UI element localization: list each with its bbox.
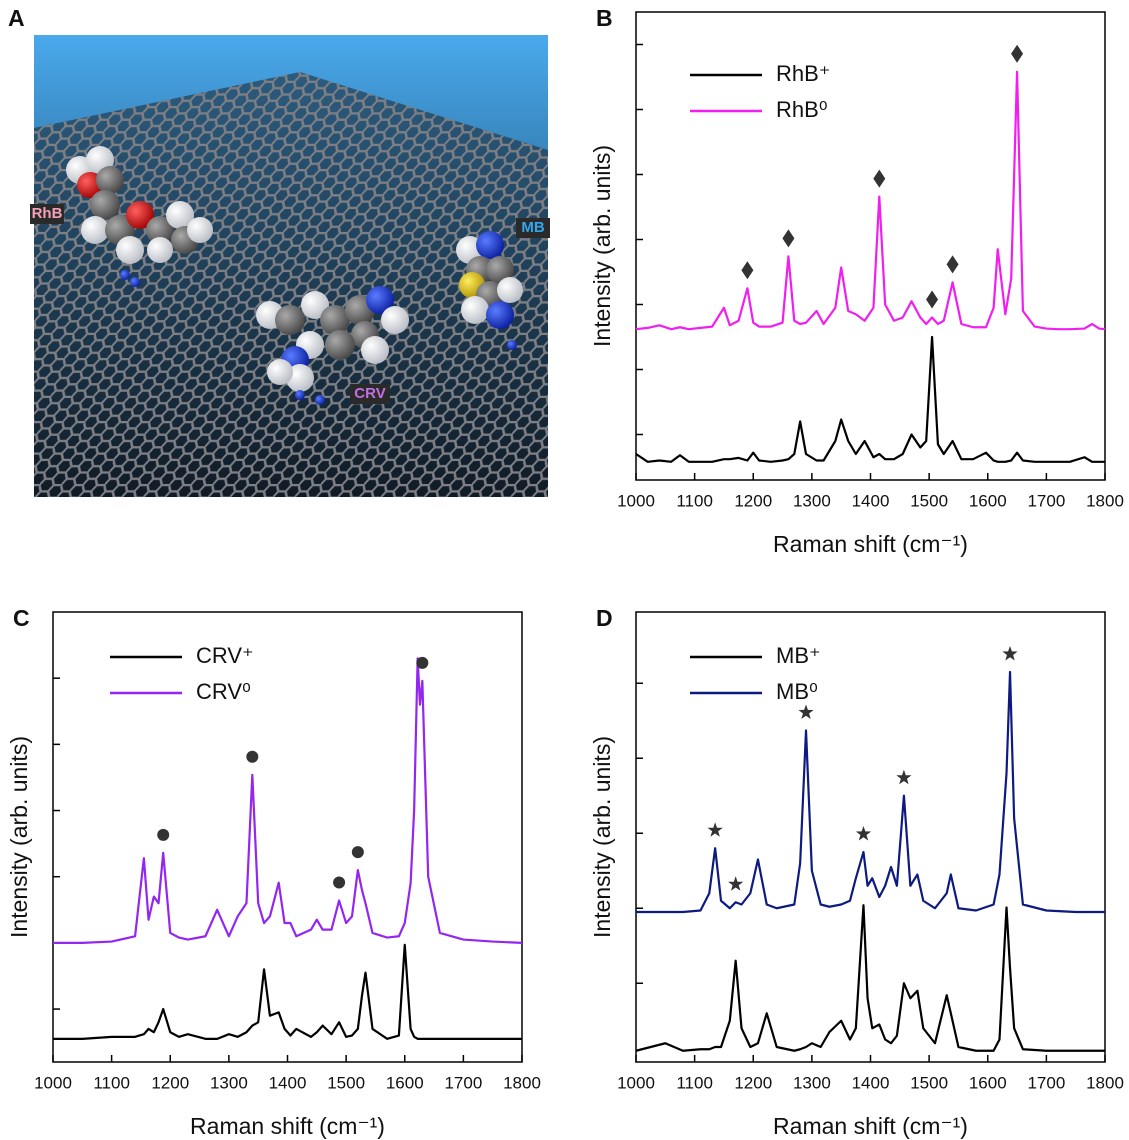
peak-marker [416,657,428,669]
atom [267,359,293,385]
peak-marker [708,822,723,836]
peak-marker [333,877,345,889]
atom [295,390,305,400]
x-tick-label: 1000 [617,1073,655,1092]
x-tick-label: 1400 [852,1073,890,1092]
peak-marker [782,229,794,247]
x-tick-label: 1500 [910,491,948,510]
atom [361,336,389,364]
x-tick-label: 1200 [151,1073,189,1092]
legend-label: MB⁰ [776,679,818,704]
chart-panel: B 1000 1100 1200 1300 1400 1500 1600 1700 1800 Ram… [589,5,1124,557]
panel-letter: B [596,5,613,31]
atom [325,330,355,360]
atom [315,395,325,405]
x-tick-label: 1300 [793,491,831,510]
molecule-label: MB [521,219,544,236]
x-tick-label: 1800 [503,1073,541,1092]
atom [90,190,120,220]
figure: A RhB CRV MB B 1000 1100 1200 1300 1400 1500 16… [0,0,1129,1140]
x-axis-label: Raman shift (cm⁻¹) [190,1113,385,1139]
peak-marker [856,826,871,841]
plot-frame [636,12,1105,480]
panel-letter: C [13,605,30,631]
peak-marker [926,291,938,309]
x-tick-label: 1400 [269,1073,307,1092]
legend-label: RhB⁺ [776,61,830,86]
plot-frame [636,612,1105,1062]
panel-letter: D [596,605,613,631]
atom [507,340,517,350]
legend-label: CRV⁺ [196,643,254,668]
x-tick-label: 1800 [1086,491,1124,510]
x-tick-label: 1300 [793,1073,831,1092]
peak-marker [873,170,885,188]
molecule-label: CRV [354,385,385,402]
atom [275,305,305,335]
atom [187,217,213,243]
x-tick-label: 1500 [910,1073,948,1092]
peak-marker [1002,646,1017,661]
x-tick-label: 1200 [734,491,772,510]
atom [96,166,124,194]
x-axis-label: Raman shift (cm⁻¹) [773,531,968,557]
x-axis-label: Raman shift (cm⁻¹) [773,1113,968,1139]
atom [130,277,140,287]
atom [486,301,514,329]
spectrum-line [53,658,522,943]
plot-frame [53,612,522,1062]
x-tick-label: 1600 [969,1073,1007,1092]
x-tick-label: 1700 [444,1073,482,1092]
peak-marker [896,770,911,784]
molecule-label: RhB [32,205,63,222]
x-tick-label: 1100 [676,1073,713,1092]
atom [381,306,409,334]
y-axis-label: Intensity (arb. units) [589,736,615,938]
y-axis-label: Intensity (arb. units) [6,736,32,938]
atom [497,277,523,303]
x-tick-label: 1700 [1027,1073,1065,1092]
atom [461,296,489,324]
atom [476,231,504,259]
x-tick-label: 1100 [676,491,713,510]
legend-label: MB⁺ [776,643,821,668]
x-tick-label: 1300 [210,1073,248,1092]
chart-panel: D 1000 1100 1200 1300 1400 1500 1600 1700 1800 Ram… [589,605,1124,1139]
spectrum-line [53,945,522,1039]
atom [120,270,130,280]
peak-marker [798,705,813,720]
atom [116,236,144,264]
x-tick-label: 1600 [969,491,1007,510]
peak-marker [741,261,753,279]
legend-label: CRV⁰ [196,679,251,704]
atom [81,216,109,244]
x-tick-label: 1000 [617,491,655,510]
x-tick-label: 1500 [327,1073,365,1092]
x-tick-label: 1400 [852,491,890,510]
peak-marker [947,255,959,273]
peak-marker [1011,45,1023,63]
chart-panel: C 1000 1100 1200 1300 1400 1500 1600 1700 1800 Ram… [6,605,541,1139]
spectrum-line [636,905,1105,1051]
x-tick-label: 1700 [1027,491,1065,510]
x-tick-label: 1600 [386,1073,424,1092]
panel-letter: A [8,5,25,31]
y-axis-label: Intensity (arb. units) [589,145,615,347]
legend-label: RhB⁰ [776,97,828,122]
spectrum-line [636,672,1105,912]
panel-a: A RhB CRV MB [8,5,550,497]
peak-marker [728,876,743,890]
peak-marker [352,846,364,858]
x-tick-label: 1000 [34,1073,72,1092]
spectrum-line [636,337,1105,462]
x-tick-label: 1800 [1086,1073,1124,1092]
peak-marker [246,751,258,763]
peak-marker [157,829,169,841]
atom [147,237,173,263]
x-tick-label: 1200 [734,1073,772,1092]
x-tick-label: 1100 [93,1073,130,1092]
